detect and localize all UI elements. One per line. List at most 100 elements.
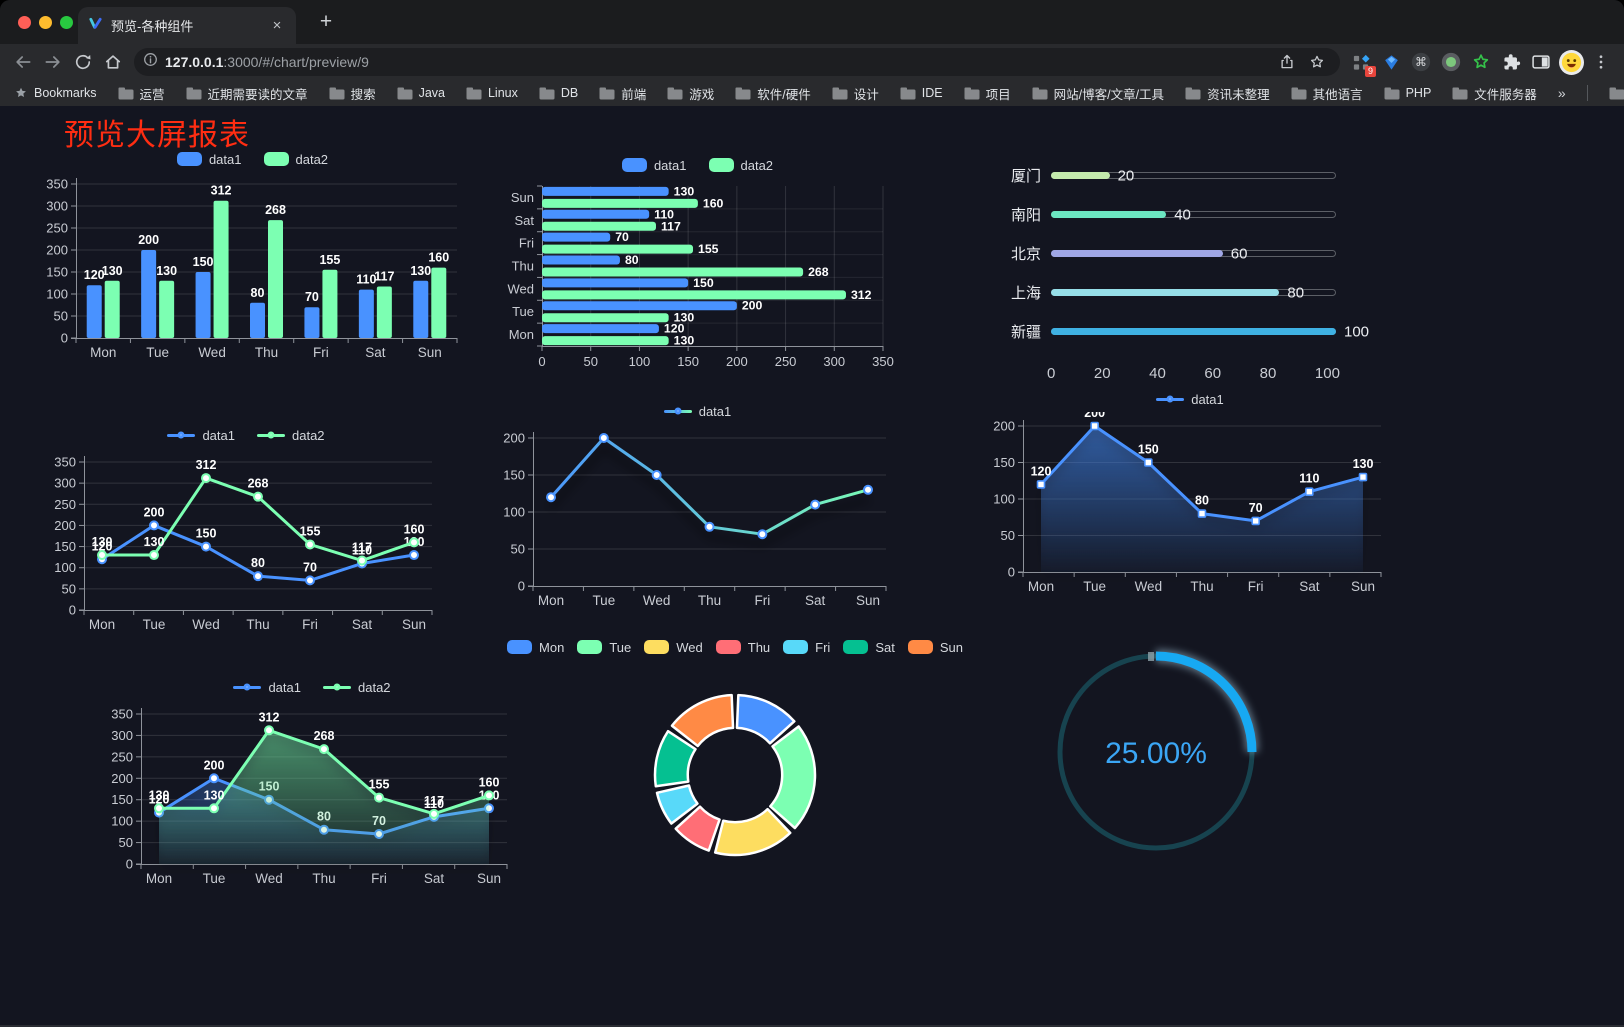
chart-gauge[interactable]: 25.00% (1046, 640, 1266, 860)
legend-item-Sun[interactable]: Sun (907, 639, 963, 655)
svg-text:160: 160 (703, 196, 724, 210)
side-panel-icon[interactable] (1526, 48, 1556, 76)
svg-text:160: 160 (404, 522, 425, 536)
progress-fill (1051, 328, 1336, 335)
extension-record-icon[interactable] (1436, 48, 1466, 76)
browser-tab[interactable]: 预览-各种组件 × (78, 7, 296, 44)
bookmark-folder[interactable]: 资讯未整理 (1185, 84, 1270, 103)
bookmark-folder[interactable]: 文件服务器 (1452, 84, 1537, 103)
bookmark-folder[interactable]: 游戏 (667, 84, 714, 103)
chart-area-two-series[interactable]: data1 data2 0 50 100 150 200 250 300 350 Mon Tue Wed… (103, 676, 521, 894)
legend-item-data1[interactable]: data1 (233, 680, 301, 695)
profile-avatar[interactable] (1556, 48, 1586, 76)
svg-text:Thu: Thu (246, 617, 269, 632)
bookmark-folder[interactable]: 运营 (118, 84, 165, 103)
bookmarks-overflow-chevron[interactable]: » (1557, 85, 1566, 101)
progress-fill (1051, 250, 1223, 257)
extensions-puzzle-icon[interactable] (1496, 48, 1526, 76)
bookmark-folder[interactable]: 网站/博客/文章/工具 (1032, 84, 1164, 103)
legend-item-data1[interactable]: data1 (167, 428, 235, 443)
legend-item-Sat[interactable]: Sat (843, 640, 895, 655)
bookmark-folder[interactable]: 其他语言 (1291, 84, 1363, 103)
bookmark-folder-label: 搜索 (350, 87, 376, 102)
svg-text:Sun: Sun (477, 871, 501, 886)
extension-tag-icon[interactable]: 9 (1346, 48, 1376, 77)
bookmark-apps[interactable]: Bookmarks (14, 86, 97, 100)
bookmark-folder[interactable]: 设计 (832, 84, 879, 103)
reload-button[interactable] (68, 48, 98, 76)
legend-label: Mon (539, 639, 565, 655)
svg-text:Fri: Fri (371, 871, 387, 886)
svg-text:150: 150 (1138, 443, 1159, 457)
chart-horizontal-bar[interactable]: data1 data2 0 50 100 150 200 250 300 350 Sun 130 160… (500, 154, 895, 376)
legend-label: data1 (268, 679, 301, 695)
site-info-icon[interactable] (142, 51, 159, 73)
svg-text:110: 110 (654, 207, 674, 221)
forward-button[interactable] (38, 48, 68, 76)
svg-text:70: 70 (303, 560, 317, 574)
url-text: 127.0.0.1:3000/#/chart/preview/9 (165, 54, 1272, 70)
zoom-window-button[interactable] (60, 16, 73, 29)
bookmark-folder[interactable]: DB (539, 84, 578, 103)
bookmark-folder[interactable]: PHP (1384, 84, 1431, 103)
legend-item-Mon[interactable]: Mon (507, 640, 564, 655)
bookmark-folder[interactable]: 前端 (599, 84, 646, 103)
menu-kebab-icon[interactable] (1586, 48, 1616, 76)
legend-item-data1[interactable]: data1 (663, 404, 731, 419)
extension-command-icon[interactable]: ⌘ (1406, 48, 1436, 76)
legend-item-data2[interactable]: data2 (323, 680, 391, 695)
chart-area-single[interactable]: data1 0 50 100 150 200 Mon Tue Wed Thu Fri Sat Sun 12… (985, 388, 1395, 602)
legend-item-Thu[interactable]: Thu (715, 639, 771, 655)
address-bar[interactable]: 127.0.0.1:3000/#/chart/preview/9 (134, 48, 1340, 76)
tab-close-icon[interactable]: × (272, 17, 282, 34)
minimize-window-button[interactable] (39, 16, 52, 29)
chart-line-two-series[interactable]: data1 data2 0 50 100 150 200 250 300 350 Mon Tue Wed… (46, 424, 446, 640)
bookmark-folder[interactable]: 近期需要读的文章 (186, 84, 308, 103)
svg-text:Wed: Wed (192, 617, 220, 632)
svg-text:Tue: Tue (143, 617, 166, 632)
back-button[interactable] (8, 48, 38, 76)
close-window-button[interactable] (18, 16, 31, 29)
svg-text:0: 0 (126, 857, 133, 872)
svg-text:110: 110 (1299, 472, 1319, 486)
svg-text:250: 250 (775, 354, 797, 369)
bookmark-folder[interactable]: Linux (466, 84, 518, 103)
svg-text:200: 200 (46, 243, 68, 258)
new-tab-button[interactable]: + (319, 10, 333, 33)
svg-text:130: 130 (156, 264, 177, 278)
bookmark-folder[interactable]: Java (397, 84, 445, 103)
page-title: 预览大屏报表 (64, 119, 250, 152)
extension-gem-icon[interactable] (1376, 48, 1406, 76)
legend-item-Fri[interactable]: Fri (783, 640, 830, 655)
legend-item-Tue[interactable]: Tue (577, 640, 631, 655)
extension-star-icon[interactable] (1466, 48, 1496, 76)
home-button[interactable] (98, 48, 128, 76)
chart-grouped-bar[interactable]: data1 data2 0 50 100 150 200 250 300 350 Mon Tue Wed… (40, 148, 465, 368)
chart-progress-bars[interactable]: 厦门 20 南阳 40 北京 60 上海 80 新疆 100 0 20 40 60 80 100 (995, 152, 1380, 397)
chart-gradient-line[interactable]: data1 0 50 100 150 200 Mon Tue Wed Thu Fri Sat Sun (495, 400, 900, 616)
legend-item-data1[interactable]: data1 (176, 152, 242, 167)
bookmark-star-icon[interactable] (1302, 48, 1332, 76)
bookmark-folder[interactable]: 软件/硬件 (735, 84, 811, 103)
legend-item-data1[interactable]: data1 (621, 158, 687, 173)
bookmark-folder[interactable]: 搜索 (329, 84, 376, 103)
legend-item-data2[interactable]: data2 (263, 152, 328, 167)
legend-label: Thu (747, 639, 771, 655)
svg-text:312: 312 (259, 710, 280, 724)
svg-text:Tue: Tue (203, 871, 226, 886)
legend-item-Wed[interactable]: Wed (644, 640, 703, 655)
legend-item-data2[interactable]: data2 (708, 158, 773, 173)
svg-text:Thu: Thu (698, 593, 721, 608)
bookmark-folder[interactable]: 项目 (964, 84, 1011, 103)
chart-donut[interactable]: Mon Tue Wed Thu Fri Sat Sun (507, 636, 963, 891)
share-icon[interactable] (1272, 48, 1302, 76)
other-bookmarks[interactable]: 其他书签 (1609, 84, 1624, 103)
legend-label: Sun (939, 639, 963, 655)
bookmark-folder-label: 其他语言 (1312, 87, 1363, 102)
bookmark-folder[interactable]: IDE (900, 84, 943, 103)
svg-text:117: 117 (352, 541, 372, 555)
tab-title: 预览-各种组件 (111, 19, 194, 34)
legend-item-data1[interactable]: data1 (1156, 392, 1224, 407)
svg-text:130: 130 (102, 264, 123, 278)
legend-item-data2[interactable]: data2 (257, 428, 325, 443)
